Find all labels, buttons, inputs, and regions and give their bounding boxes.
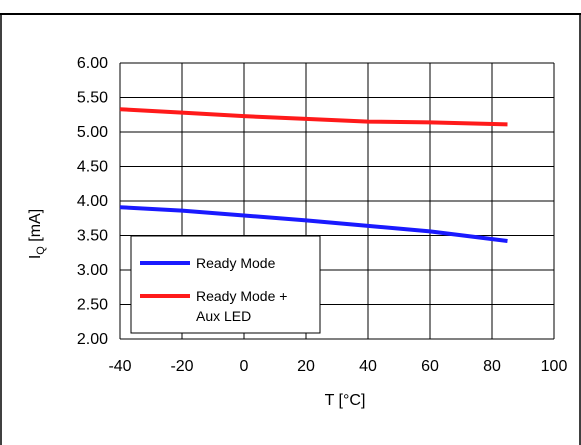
x-tick-label: 40 (359, 358, 377, 375)
plot-area (119, 62, 555, 340)
y-axis-title: IQ [mA] (27, 209, 47, 259)
y-tick-label: 3.50 (77, 228, 108, 245)
y-tick-label: 4.00 (77, 193, 108, 210)
x-tick-labels: -40 -20 0 20 40 60 80 100 (108, 358, 567, 375)
y-tick-label: 4.50 (77, 159, 108, 176)
y-tick-labels: 2.00 2.50 3.00 3.50 4.00 4.50 5.00 5.50 6.00 (77, 55, 108, 348)
x-tick-label: 0 (240, 358, 249, 375)
legend-box (130, 235, 321, 334)
x-tick-label: 80 (483, 358, 501, 375)
series-line-ready-mode-aux-led (119, 107, 508, 127)
y-tick-label: 2.00 (77, 331, 108, 348)
series-layer (119, 107, 508, 244)
x-tick-label: 100 (541, 358, 568, 375)
legend-label-ready-mode: Ready Mode (196, 255, 276, 271)
y-axis-title-unit: [mA] (27, 209, 44, 246)
x-tick-label: 20 (297, 358, 315, 375)
grid-lines (119, 62, 555, 340)
legend-label-ready-mode-aux-led-line2: Aux LED (196, 308, 251, 324)
y-axis-title-main: I (27, 255, 44, 259)
figure-border (0, 13, 581, 445)
y-tick-label: 5.50 (77, 90, 108, 107)
legend: Ready Mode Ready Mode + Aux LED (130, 235, 321, 334)
y-axis-title-subscript: Q (35, 246, 47, 255)
y-tick-label: 6.00 (77, 55, 108, 72)
series-line-ready-mode (119, 205, 508, 244)
x-tick-label: 60 (421, 358, 439, 375)
x-tick-label: -40 (108, 358, 131, 375)
x-tick-label: -20 (170, 358, 193, 375)
y-tick-label: 5.00 (77, 124, 108, 141)
y-tick-label: 2.50 (77, 297, 108, 314)
y-tick-label: 3.00 (77, 262, 108, 279)
x-axis-title: T [°C] (325, 392, 366, 409)
legend-label-ready-mode-aux-led-line1: Ready Mode + (196, 288, 287, 304)
